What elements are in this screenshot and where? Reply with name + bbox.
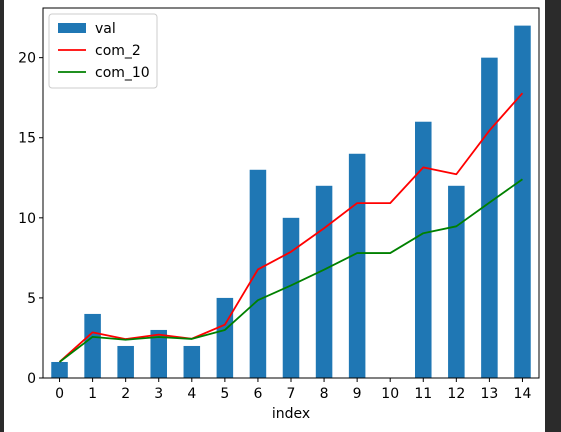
bar-val-0 — [51, 361, 68, 378]
bar-val-11 — [415, 121, 432, 378]
x-tick-label-0: 0 — [55, 386, 64, 402]
x-tick-label-5: 5 — [220, 386, 229, 402]
bar-val-2 — [117, 345, 134, 378]
legend: val com_2 com_10 — [48, 13, 158, 89]
y-tick-label-15: 15 — [18, 131, 36, 147]
line-com_2 — [58, 92, 524, 363]
x-tick-label-11: 11 — [414, 386, 432, 402]
line-com_10 — [58, 178, 523, 363]
y-axis: 0 5 10 15 20 — [18, 51, 43, 387]
bar-val-9 — [348, 153, 366, 378]
x-tick-label-9: 9 — [353, 386, 362, 402]
bar-val-7 — [282, 217, 300, 378]
bar-val-3 — [150, 329, 167, 378]
bar-val-5 — [216, 297, 234, 378]
bars-layer — [51, 25, 531, 378]
x-tick-label-8: 8 — [320, 386, 329, 402]
x-axis: 0 1 2 3 4 5 6 7 8 9 10 11 12 13 14 — [55, 378, 531, 402]
x-tick-label-10: 10 — [381, 386, 399, 402]
bar-val-12 — [448, 185, 465, 378]
x-tick-label-7: 7 — [287, 386, 296, 402]
y-tick-label-0: 0 — [27, 371, 36, 387]
x-axis-label: index — [272, 406, 310, 422]
bar-val-14 — [514, 25, 531, 378]
bar-val-6 — [249, 169, 267, 378]
x-tick-label-12: 12 — [447, 386, 465, 402]
legend-swatch-val — [58, 23, 86, 33]
legend-label-val: val — [95, 21, 116, 37]
x-tick-label-4: 4 — [187, 386, 196, 402]
x-tick-label-1: 1 — [88, 386, 97, 402]
figure: 0 5 10 15 20 0 1 2 3 4 5 6 7 8 9 10 11 12 13 14 index val c… — [4, 0, 545, 432]
bar-val-1 — [84, 313, 101, 378]
x-tick-label-13: 13 — [480, 386, 498, 402]
bar-val-13 — [481, 57, 498, 378]
y-tick-label-5: 5 — [27, 291, 36, 307]
y-tick-label-20: 20 — [18, 51, 36, 67]
x-tick-label-6: 6 — [253, 386, 262, 402]
legend-label-com_10: com_10 — [95, 65, 150, 81]
x-tick-label-2: 2 — [121, 386, 130, 402]
y-tick-label-10: 10 — [18, 211, 36, 227]
x-tick-label-14: 14 — [514, 386, 532, 402]
x-tick-label-3: 3 — [154, 386, 163, 402]
lines-layer — [58, 92, 524, 363]
legend-label-com_2: com_2 — [95, 43, 141, 59]
bar-val-4 — [183, 345, 201, 378]
bar-val-8 — [315, 185, 333, 378]
